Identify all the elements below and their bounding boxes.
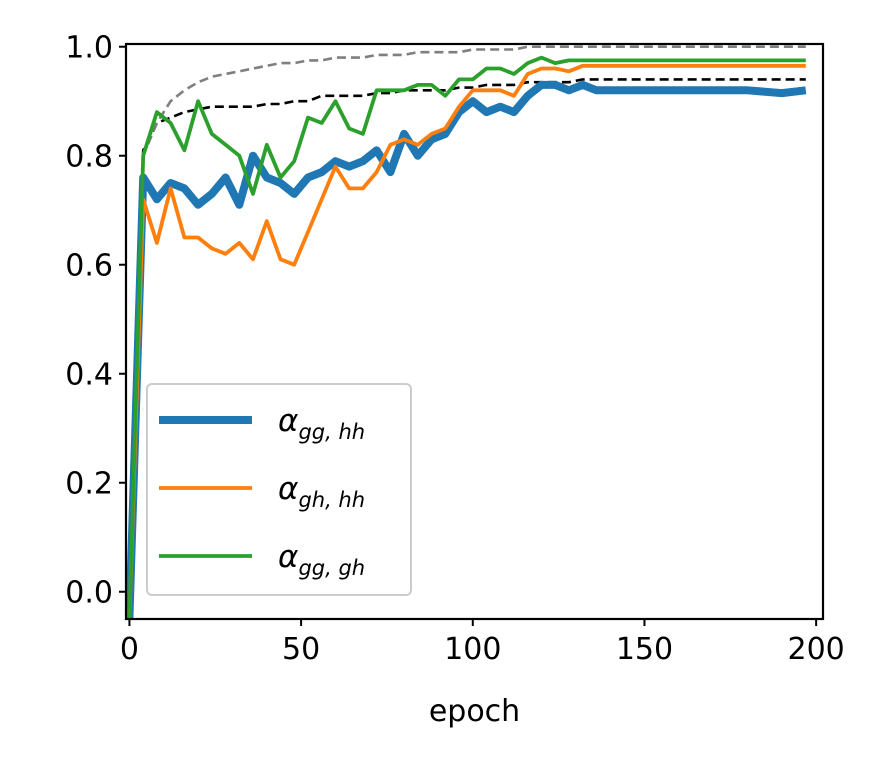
ticks-layer: 0 50 100 150 200 0.0 0.2 0.4 0.6 0.8 1.0 xyxy=(65,31,844,667)
series-layer xyxy=(126,45,807,619)
y-tick-label: 0.8 xyxy=(65,140,113,175)
series-line--gh-hh xyxy=(127,63,806,619)
series-line--gg-gh xyxy=(127,55,806,619)
y-tick-label: 0.2 xyxy=(65,467,113,502)
x-tick-label: 0 xyxy=(120,632,139,667)
series-line-reference-black xyxy=(128,78,806,619)
x-tick-label: 50 xyxy=(282,632,320,667)
series-line-reference-gray xyxy=(128,45,806,619)
y-tick-label: 1.0 xyxy=(65,31,113,66)
series-line--gg-hh xyxy=(126,80,807,619)
x-tick-label: 150 xyxy=(616,632,673,667)
x-axis-label: epoch xyxy=(429,694,520,729)
x-tick-label: 100 xyxy=(444,632,501,667)
y-tick-label: 0.6 xyxy=(65,249,113,284)
y-tick-label: 0.0 xyxy=(65,576,113,611)
legend-label: αgg, hh xyxy=(278,403,365,444)
legend-label: αgg, gh xyxy=(278,539,365,580)
legend: αgg, hh αgh, hh αgg, gh xyxy=(146,383,412,596)
legend-label: αgh, hh xyxy=(278,471,365,512)
x-tick-label: 200 xyxy=(788,632,845,667)
y-tick-label: 0.4 xyxy=(65,358,113,393)
plot-frame xyxy=(124,42,825,621)
legend-box xyxy=(146,383,412,596)
